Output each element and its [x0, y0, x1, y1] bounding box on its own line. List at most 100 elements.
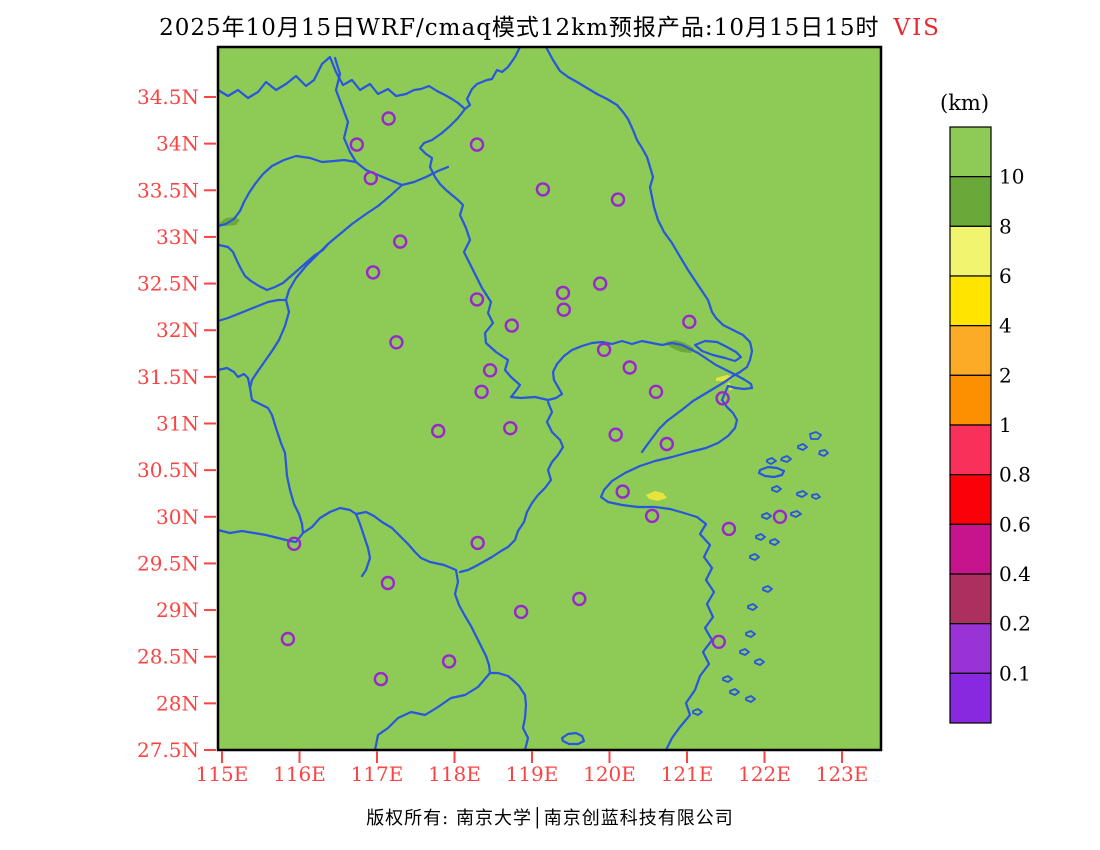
station-marker — [470, 535, 485, 551]
colorbar-title: (km) — [940, 91, 989, 115]
station-markers — [280, 111, 788, 687]
yangtze-south-channel — [670, 341, 754, 391]
station-marker — [431, 423, 446, 439]
x-tick-label: 116E — [273, 762, 326, 786]
y-tick-label: 29.5N — [137, 551, 199, 575]
low-visibility-patch — [646, 491, 667, 501]
station-marker — [555, 285, 571, 301]
yangtze-river — [509, 339, 674, 402]
colorbar-tick-label: 0.6 — [999, 512, 1031, 536]
lake-southeast — [560, 731, 586, 746]
station-marker — [469, 292, 485, 307]
station-marker — [389, 335, 404, 350]
boundary-jiangxi-north — [216, 506, 372, 578]
coastline-shanghai — [704, 384, 739, 450]
colorbar-tick-label: 10 — [999, 165, 1024, 189]
x-tick-label: 117E — [351, 762, 404, 786]
hangzhou-bay — [599, 446, 708, 519]
chongming-island — [693, 339, 743, 363]
colorbar-segment — [949, 225, 992, 277]
boundary-henan-anhui — [333, 56, 450, 187]
station-marker — [504, 318, 519, 333]
colorbar-segment — [949, 474, 992, 525]
y-tick-label: 31.5N — [137, 365, 199, 389]
boundary-left-31n — [216, 366, 305, 535]
colorbar-segment — [949, 573, 992, 625]
station-marker — [659, 436, 674, 452]
x-tick-label: 122E — [738, 762, 791, 786]
station-marker — [608, 427, 623, 442]
station-marker — [711, 634, 726, 649]
y-tick-label: 29N — [156, 598, 199, 622]
coastline-jiangsu — [544, 45, 754, 378]
station-marker — [286, 536, 302, 551]
station-marker — [622, 360, 637, 375]
chart-title: 2025年10月15日WRF/cmaq模式12km预报产品:10月15日15时 V… — [0, 8, 1100, 42]
station-marker — [349, 137, 364, 152]
colorbar-segment — [949, 126, 992, 178]
boundary-shandong — [216, 55, 460, 105]
colorbar-segment — [949, 523, 992, 575]
y-tick-label: 30.5N — [137, 458, 199, 482]
station-marker — [380, 575, 396, 591]
station-marker — [572, 591, 587, 607]
boundary-huai — [284, 183, 404, 302]
boundary-shandong-north — [456, 45, 522, 111]
station-marker — [535, 182, 551, 197]
station-marker — [513, 604, 529, 620]
station-marker — [596, 342, 612, 357]
colorbar-segment — [949, 374, 992, 426]
boundary-zhejiang-southwest — [488, 671, 530, 752]
station-marker — [441, 654, 457, 669]
y-tick-label: 33.5N — [137, 178, 199, 202]
station-marker — [721, 521, 737, 537]
station-marker — [556, 302, 571, 317]
chart-variable-label: VIS — [893, 15, 941, 41]
station-marker — [381, 111, 396, 126]
station-marker — [469, 137, 485, 152]
station-marker — [373, 671, 389, 687]
y-tick-label: 28N — [156, 691, 199, 715]
colorbar-tick-label: 6 — [999, 264, 1012, 288]
colorbar-tick-label: 0.8 — [999, 463, 1031, 487]
x-axis-ticks: 115E 116E 117E 118E 119E 120E 121E 122E 123E — [196, 751, 869, 786]
colorbar-tick-label: 8 — [999, 214, 1012, 238]
colorbar-segment — [949, 424, 992, 476]
y-axis-ticks: 34.5N 34N 33.5N 33N 32.5N 32N 31.5N 31N 30.5N 30N… — [137, 85, 216, 762]
zhoushan-island — [757, 465, 786, 479]
colorbar-segment — [949, 176, 992, 227]
y-tick-label: 33N — [156, 225, 199, 249]
station-marker — [503, 421, 518, 436]
y-tick-label: 34N — [156, 132, 199, 156]
colorbar-segment — [949, 325, 992, 376]
x-tick-label: 119E — [506, 762, 559, 786]
station-marker — [715, 391, 730, 406]
y-tick-label: 28.5N — [137, 645, 199, 669]
boundary-henan-hook-north — [216, 154, 358, 228]
colorbar-segment — [949, 672, 992, 724]
station-marker — [280, 631, 296, 647]
station-marker — [644, 508, 660, 524]
station-marker — [474, 384, 489, 399]
colorbar-segment — [949, 275, 992, 327]
x-tick-label: 118E — [428, 762, 481, 786]
station-marker — [610, 192, 626, 207]
boundary-shanghai-west — [640, 374, 735, 454]
station-marker — [393, 234, 408, 249]
boundary-anhui-jiangxi — [354, 510, 492, 675]
colorbar-tick-label: 4 — [999, 314, 1012, 338]
coastal-islands — [692, 431, 829, 716]
copyright-line: 版权所有: 南京大学│南京创蓝科技有限公司 — [366, 808, 734, 829]
colorbar-tick-label: 1 — [999, 413, 1012, 437]
boundary-henan-hook-south — [217, 242, 330, 292]
y-tick-label: 32N — [156, 318, 199, 342]
boundary-left-32n — [216, 298, 291, 390]
boundary-anhui-zhejiang — [458, 400, 565, 574]
colorbar-tick-label: 0.2 — [999, 612, 1031, 636]
station-marker — [615, 484, 630, 499]
x-tick-label: 123E — [816, 762, 869, 786]
station-marker — [365, 265, 381, 280]
x-tick-label: 115E — [196, 762, 249, 786]
